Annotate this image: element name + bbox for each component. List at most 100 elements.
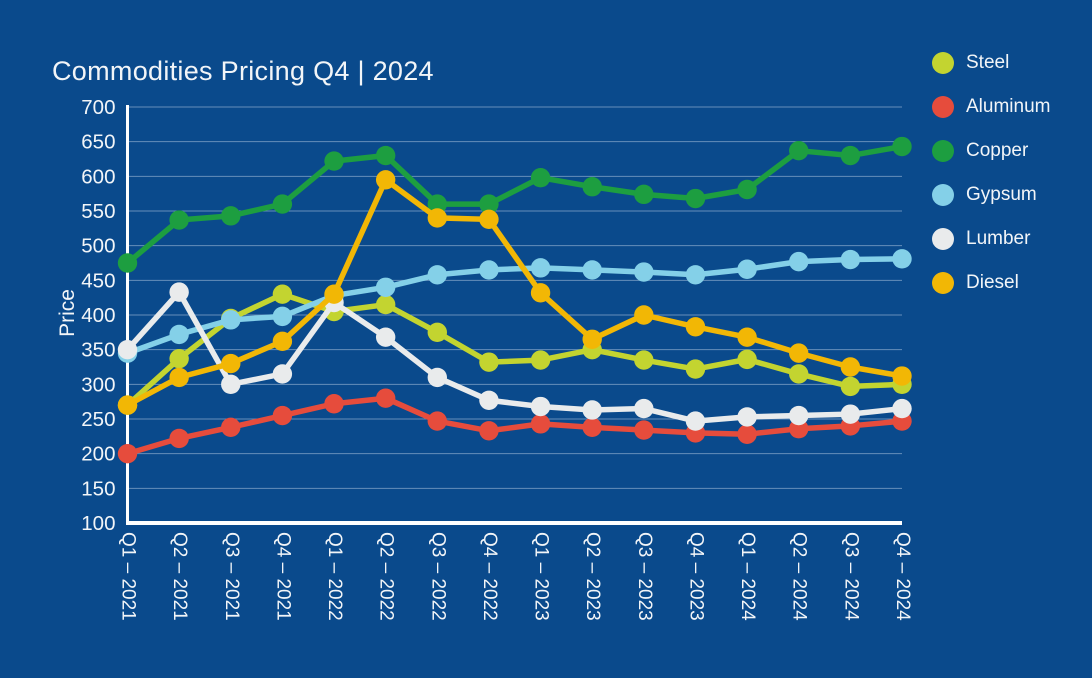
data-point-aluminum — [634, 420, 654, 440]
data-point-aluminum — [582, 417, 602, 438]
series-line-diesel — [124, 177, 905, 408]
data-point-copper — [479, 194, 499, 214]
data-point-diesel — [685, 317, 706, 337]
data-point-copper — [375, 145, 396, 166]
data-point-gypsum — [840, 249, 861, 270]
data-point-diesel — [272, 331, 293, 352]
data-point-aluminum — [427, 411, 447, 431]
legend-swatch-lumber — [932, 228, 954, 250]
data-point-copper — [840, 145, 861, 166]
chart-title: Commodities Pricing Q4 | 2024 — [52, 56, 434, 86]
series-line-gypsum — [124, 256, 905, 356]
data-point-aluminum — [375, 388, 396, 408]
data-point-steel — [169, 348, 189, 369]
data-point-copper — [221, 206, 241, 226]
data-point-copper — [272, 194, 293, 214]
data-point-diesel — [530, 283, 551, 303]
data-point-lumber — [685, 411, 706, 431]
x-tick-label: Q2 – 2022 — [376, 532, 397, 621]
data-point-gypsum — [892, 249, 912, 269]
y-tick-label: 200 — [81, 443, 115, 466]
legend-item-lumber[interactable]: Lumber — [932, 228, 1050, 250]
data-point-lumber — [221, 374, 241, 395]
legend-label: Gypsum — [966, 184, 1037, 205]
y-tick-label: 300 — [81, 373, 115, 396]
data-point-steel — [634, 350, 654, 370]
y-tick-label: 650 — [81, 131, 115, 154]
chart-legend: Steel Aluminum Copper Gypsum Lumber Diesel — [932, 52, 1050, 316]
x-tick-label: Q4 – 2024 — [892, 532, 913, 621]
x-tick-label: Q2 – 2021 — [169, 532, 190, 621]
y-tick-label: 700 — [81, 96, 115, 119]
data-point-copper — [427, 194, 447, 214]
data-point-gypsum — [375, 277, 396, 297]
data-point-steel — [737, 349, 757, 370]
data-point-gypsum — [169, 324, 189, 345]
data-point-gypsum — [221, 310, 241, 330]
legend-swatch-aluminum — [932, 96, 954, 118]
data-point-diesel — [479, 209, 499, 230]
y-tick-label: 350 — [81, 339, 115, 362]
data-point-steel — [272, 284, 293, 304]
legend-label: Diesel — [966, 272, 1019, 293]
data-point-lumber — [530, 396, 551, 417]
data-point-diesel — [117, 395, 138, 415]
data-point-copper — [892, 136, 912, 157]
x-tick-label: Q3 – 2024 — [840, 532, 861, 621]
data-point-gypsum — [479, 260, 499, 280]
legend-item-gypsum[interactable]: Gypsum — [932, 184, 1050, 206]
data-point-copper — [324, 151, 344, 171]
data-point-aluminum — [479, 421, 499, 441]
data-point-diesel — [737, 327, 757, 347]
data-point-gypsum — [789, 251, 809, 272]
x-tick-label: Q1 – 2024 — [737, 532, 758, 621]
data-point-gypsum — [427, 265, 447, 285]
data-point-steel — [789, 364, 809, 384]
y-tick-label: 500 — [81, 235, 115, 258]
data-point-lumber — [375, 327, 396, 347]
data-point-copper — [530, 168, 551, 188]
data-point-lumber — [634, 398, 654, 419]
data-point-copper — [582, 177, 602, 197]
data-point-diesel — [892, 366, 912, 386]
data-point-copper — [117, 253, 138, 273]
legend-swatch-steel — [932, 52, 954, 74]
data-point-diesel — [634, 305, 654, 325]
legend-label: Lumber — [966, 228, 1031, 249]
data-point-diesel — [427, 208, 447, 228]
data-point-copper — [737, 179, 757, 200]
data-point-lumber — [479, 390, 499, 410]
data-point-aluminum — [324, 394, 344, 414]
data-point-diesel — [582, 329, 602, 349]
x-tick-label: Q4 – 2021 — [272, 532, 293, 621]
data-point-lumber — [272, 364, 293, 384]
data-point-diesel — [840, 357, 861, 377]
legend-item-copper[interactable]: Copper — [932, 140, 1050, 162]
data-point-gypsum — [685, 265, 706, 285]
data-point-gypsum — [634, 262, 654, 282]
data-point-lumber — [427, 367, 447, 388]
data-point-gypsum — [737, 259, 757, 279]
data-point-aluminum — [221, 417, 241, 438]
x-tick-label: Q3 – 2021 — [221, 532, 242, 621]
y-tick-label: 100 — [81, 512, 115, 535]
data-point-copper — [685, 188, 706, 209]
data-point-diesel — [324, 284, 344, 304]
x-tick-label: Q3 – 2022 — [427, 532, 448, 621]
legend-item-steel[interactable]: Steel — [932, 52, 1050, 74]
x-tick-label: Q4 – 2023 — [685, 532, 706, 621]
data-point-steel — [427, 322, 447, 343]
data-point-steel — [685, 359, 706, 379]
x-tick-label: Q2 – 2023 — [582, 532, 603, 621]
data-point-lumber — [169, 282, 189, 302]
data-point-copper — [169, 210, 189, 230]
data-point-steel — [375, 294, 396, 315]
x-tick-label: Q1 – 2022 — [324, 532, 345, 621]
y-tick-label: 150 — [81, 477, 115, 500]
y-tick-label: 550 — [81, 200, 115, 223]
legend-item-aluminum[interactable]: Aluminum — [932, 96, 1050, 118]
legend-item-diesel[interactable]: Diesel — [932, 272, 1050, 294]
data-point-lumber — [117, 339, 138, 360]
data-point-diesel — [789, 343, 809, 363]
